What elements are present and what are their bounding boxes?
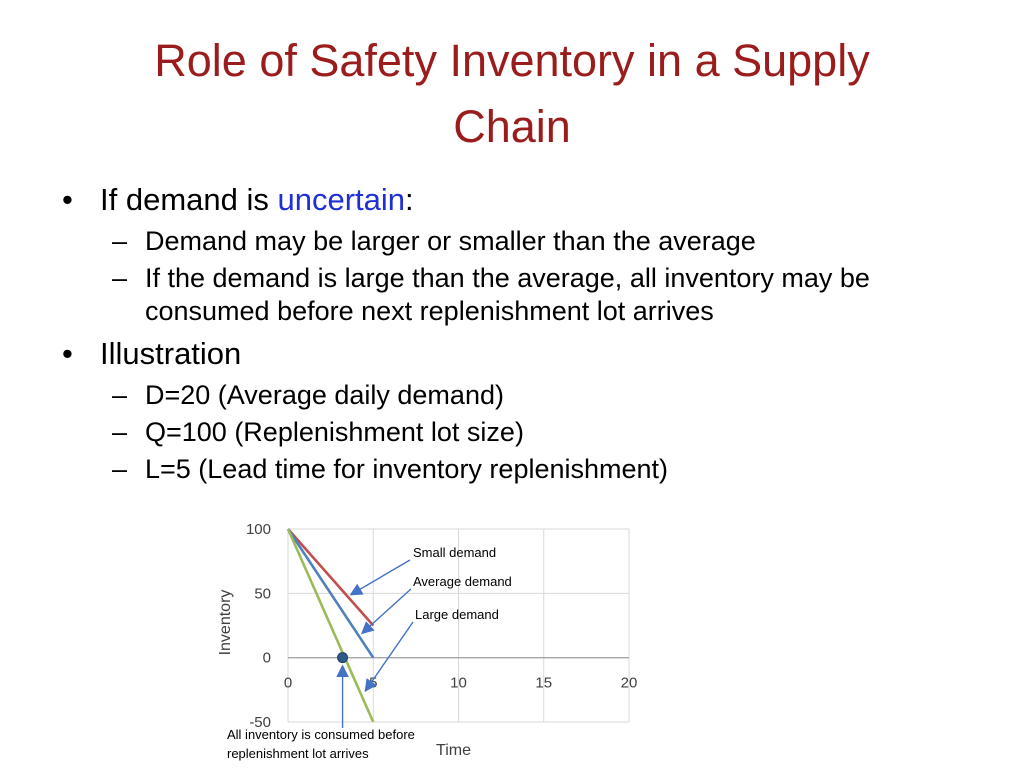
- y-axis-title: Inventory: [217, 590, 234, 656]
- y-tick-label: 0: [263, 650, 271, 667]
- x-tick-label: 0: [284, 675, 292, 692]
- bullet-dot: •: [62, 336, 73, 371]
- x-tick-label: 20: [621, 675, 638, 692]
- sub-bullet-dash: –: [112, 454, 128, 484]
- annotation-large-demand: Large demand: [415, 607, 499, 622]
- bullet-dot: •: [62, 182, 73, 217]
- x-axis-title: Time: [436, 742, 471, 759]
- uncertain-highlight: uncertain: [277, 182, 406, 217]
- sub-bullet-d: – D=20 (Average daily demand): [62, 379, 962, 412]
- sub-bullet-text: Q=100 (Replenishment lot size): [145, 417, 524, 447]
- y-tick-label: -50: [249, 714, 271, 731]
- annotation-stockout-line-2: replenishment lot arrives: [227, 746, 369, 761]
- y-tick-label: 100: [246, 521, 271, 538]
- sub-bullet-larger-smaller: – Demand may be larger or smaller than t…: [62, 225, 962, 258]
- series-line-small-demand: [287, 528, 375, 627]
- title-line-1: Role of Safety Inventory in a Supply: [154, 35, 870, 86]
- annotation-stockout-line-1: All inventory is consumed before: [227, 727, 415, 742]
- bullet-list: • If demand is uncertain: – Demand may b…: [62, 178, 962, 490]
- bullet-illustration: • Illustration: [62, 332, 962, 376]
- slide-title: Role of Safety Inventory in a Supply Cha…: [60, 28, 964, 160]
- stockout-marker: [337, 652, 349, 664]
- sub-bullet-text: If the demand is large than the average,…: [145, 263, 870, 326]
- sub-bullet-dash: –: [112, 380, 128, 410]
- annotation-average-demand: Average demand: [413, 574, 512, 589]
- sub-bullet-text: L=5 (Lead time for inventory replenishme…: [145, 454, 669, 484]
- sub-bullet-l: – L=5 (Lead time for inventory replenish…: [62, 453, 962, 486]
- sub-bullet-dash: –: [112, 417, 128, 447]
- sub-bullet-dash: –: [112, 263, 128, 293]
- arrow-small-demand: [349, 559, 411, 596]
- y-tick-label: 50: [254, 585, 271, 602]
- series-line-average-demand: [286, 528, 375, 659]
- sub-bullet-text: D=20 (Average daily demand): [145, 380, 504, 410]
- sub-bullet-q: – Q=100 (Replenishment lot size): [62, 416, 962, 449]
- arrow-average-demand: [360, 588, 412, 635]
- sub-bullet-dash: –: [112, 226, 128, 256]
- bullet-text: Illustration: [100, 336, 242, 371]
- x-tick-label: 15: [535, 675, 552, 692]
- x-tick-label: 10: [450, 675, 467, 692]
- bullet-demand-uncertain: • If demand is uncertain:: [62, 178, 962, 222]
- sub-bullet-text: Demand may be larger or smaller than the…: [145, 226, 756, 256]
- annotation-small-demand: Small demand: [413, 545, 496, 560]
- arrow-large-demand: [364, 621, 414, 693]
- sub-bullet-inventory-consumed: – If the demand is large than the averag…: [62, 262, 962, 328]
- bullet-prefix: If demand is: [100, 182, 278, 217]
- series-line-large-demand: [286, 528, 375, 723]
- title-line-2: Chain: [453, 101, 571, 152]
- bullet-suffix: :: [405, 182, 414, 217]
